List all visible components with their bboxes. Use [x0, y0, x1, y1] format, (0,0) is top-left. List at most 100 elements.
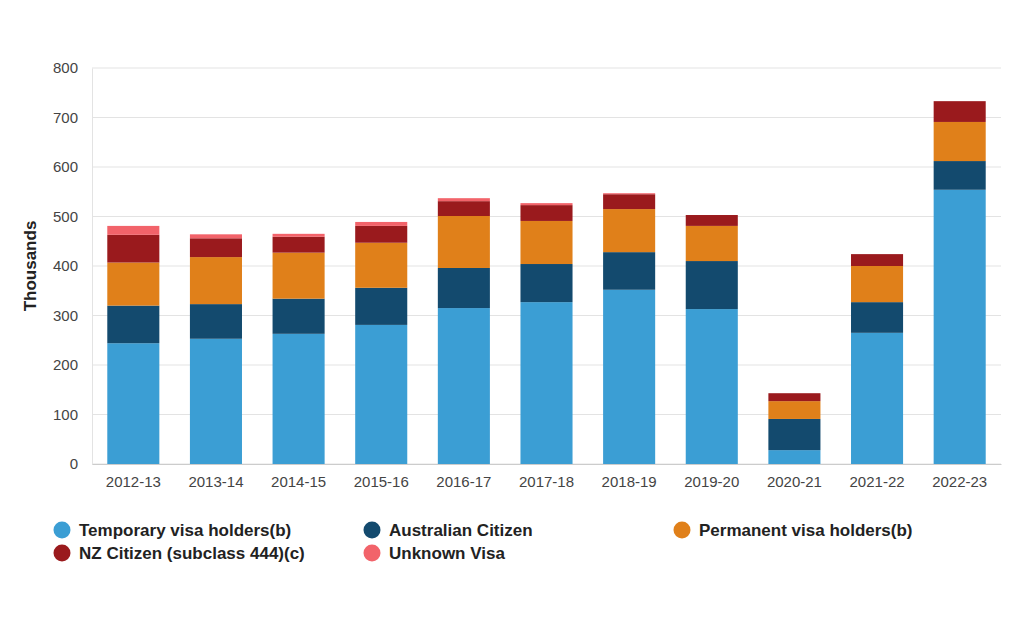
- bar-segment: [438, 201, 490, 216]
- bar-segment: [520, 302, 572, 464]
- bar-segment: [934, 101, 986, 122]
- bar-segment: [686, 226, 738, 261]
- grid: [92, 68, 1001, 464]
- legend-label: NZ Citizen (subclass 444)(c): [79, 544, 305, 563]
- x-tick: 2022-23: [932, 464, 987, 490]
- bar-segment: [355, 243, 407, 288]
- bar-segment: [768, 393, 820, 401]
- bar-segment: [273, 253, 325, 299]
- bar-segment: [768, 419, 820, 450]
- legend-item: Unknown Visa: [364, 544, 506, 563]
- bar-segment: [355, 325, 407, 464]
- y-tick: 200: [53, 356, 92, 373]
- y-tick: 100: [53, 406, 92, 423]
- x-tick: 2016-17: [436, 464, 491, 490]
- x-tick: 2012-13: [106, 464, 161, 490]
- x-tick: 2017-18: [519, 464, 574, 490]
- y-tick-label: 100: [53, 406, 78, 423]
- bar-segment: [355, 288, 407, 325]
- x-tick-label: 2015-16: [354, 473, 409, 490]
- y-tick-label: 700: [53, 109, 78, 126]
- bar-segment: [273, 237, 325, 253]
- x-tick-label: 2017-18: [519, 473, 574, 490]
- bar-segment: [273, 234, 325, 237]
- y-tick-label: 600: [53, 158, 78, 175]
- x-tick-label: 2012-13: [106, 473, 161, 490]
- bar-segment: [438, 198, 490, 201]
- legend-swatch: [54, 522, 71, 539]
- y-tick: 0: [70, 455, 92, 472]
- bar-segment: [438, 308, 490, 464]
- y-axis: 0 100 200 300 400 500 600 700 800: [53, 59, 93, 472]
- x-tick-label: 2020-21: [767, 473, 822, 490]
- bar-segment: [768, 450, 820, 464]
- bar-segment: [438, 216, 490, 268]
- bar-segment: [603, 193, 655, 195]
- legend-label: Permanent visa holders(b): [699, 521, 913, 540]
- x-tick: 2020-21: [767, 464, 822, 490]
- legend-item: Temporary visa holders(b): [54, 521, 292, 540]
- x-tick: 2014-15: [271, 464, 326, 490]
- x-tick-label: 2022-23: [932, 473, 987, 490]
- y-tick: 300: [53, 307, 92, 324]
- x-axis-line: [93, 464, 1002, 465]
- bar-segment: [851, 266, 903, 302]
- y-tick-label: 800: [53, 59, 78, 76]
- bar-segment: [934, 122, 986, 161]
- bar-segment: [768, 401, 820, 419]
- x-tick: 2018-19: [602, 464, 657, 490]
- bar-segment: [190, 339, 242, 464]
- bar-segment: [603, 290, 655, 464]
- x-tick-label: 2014-15: [271, 473, 326, 490]
- x-tick: 2013-14: [188, 464, 243, 490]
- legend-swatch: [364, 522, 381, 539]
- x-tick: 2019-20: [684, 464, 739, 490]
- bar-segment: [520, 264, 572, 302]
- bar-segment: [107, 306, 159, 344]
- bar-segment: [686, 261, 738, 309]
- bar-segment: [934, 190, 986, 464]
- bar-segment: [107, 226, 159, 235]
- y-axis-line: [92, 69, 93, 465]
- legend-item: Australian Citizen: [364, 521, 533, 540]
- x-tick-label: 2016-17: [436, 473, 491, 490]
- legend-item: Permanent visa holders(b): [674, 521, 913, 540]
- y-tick-label: 0: [70, 455, 78, 472]
- y-tick: 600: [53, 158, 92, 175]
- y-tick-label: 500: [53, 208, 78, 225]
- bar-segment: [107, 235, 159, 263]
- grid-line: [92, 68, 1001, 69]
- bar-segment: [851, 333, 903, 464]
- y-axis-title: Thousands: [21, 221, 40, 312]
- y-tick-label: 300: [53, 307, 78, 324]
- bar-segment: [355, 226, 407, 243]
- legend-swatch: [54, 545, 71, 562]
- y-tick: 400: [53, 257, 92, 274]
- bar-segment: [190, 257, 242, 304]
- legend-swatch: [674, 522, 691, 539]
- x-tick-label: 2013-14: [188, 473, 243, 490]
- bar-segment: [190, 238, 242, 257]
- legend: Temporary visa holders(b) Australian Citi…: [54, 521, 913, 563]
- x-axis: 2012-13 2013-14 2014-15 2015-16 2016-17 2017-…: [93, 464, 1002, 490]
- bars: [107, 101, 985, 464]
- legend-item: NZ Citizen (subclass 444)(c): [54, 544, 305, 563]
- bar-segment: [107, 343, 159, 464]
- bar-segment: [190, 234, 242, 238]
- grid-line: [92, 117, 1001, 118]
- bar-segment: [273, 334, 325, 464]
- legend-swatch: [364, 545, 381, 562]
- bar-segment: [686, 309, 738, 464]
- legend-label: Australian Citizen: [389, 521, 533, 540]
- bar-segment: [355, 222, 407, 226]
- y-tick-label: 200: [53, 356, 78, 373]
- x-tick: 2015-16: [354, 464, 409, 490]
- x-tick-label: 2018-19: [602, 473, 657, 490]
- legend-label: Unknown Visa: [389, 544, 505, 563]
- bar-segment: [603, 209, 655, 252]
- bar-segment: [851, 302, 903, 333]
- bar-segment: [934, 161, 986, 190]
- bar-segment: [603, 252, 655, 290]
- x-tick-label: 2019-20: [684, 473, 739, 490]
- bar-segment: [603, 194, 655, 209]
